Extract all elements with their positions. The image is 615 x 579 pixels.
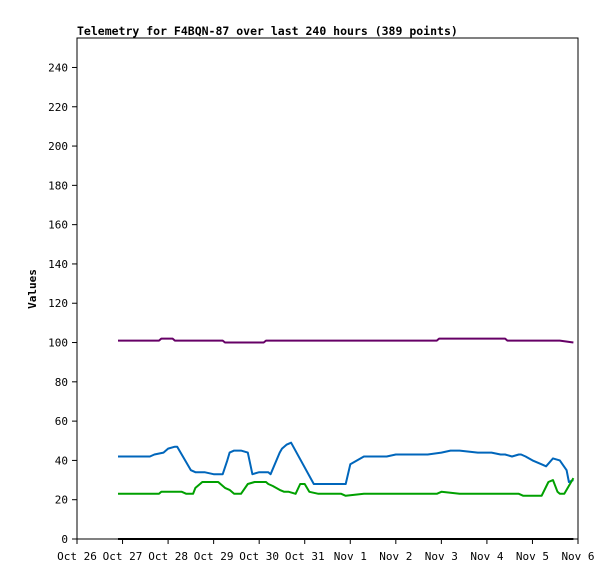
x-tick-label: Oct 27 bbox=[103, 550, 143, 563]
series-group bbox=[118, 337, 575, 540]
x-tick-label: Oct 31 bbox=[285, 550, 325, 563]
y-tick-label: 160 bbox=[48, 219, 68, 232]
chart-title: Telemetry for F4BQN-87 over last 240 hou… bbox=[77, 24, 458, 38]
x-tick-label: Nov 2 bbox=[379, 550, 412, 563]
y-tick-label: 60 bbox=[55, 415, 68, 428]
y-tick-label: 180 bbox=[48, 179, 68, 192]
y-tick-label: 220 bbox=[48, 101, 68, 114]
x-tick-label: Nov 6 bbox=[561, 550, 594, 563]
y-axis-label: Values bbox=[26, 269, 39, 309]
y-tick-label: 120 bbox=[48, 297, 68, 310]
x-tick-label: Nov 4 bbox=[470, 550, 503, 563]
x-tick-label: Oct 30 bbox=[239, 550, 279, 563]
series-line bbox=[118, 441, 574, 485]
series-line bbox=[118, 477, 575, 497]
y-tick-label: 240 bbox=[48, 61, 68, 74]
y-tick-label: 80 bbox=[55, 376, 68, 389]
x-tick-label: Nov 1 bbox=[334, 550, 367, 563]
x-tick-label: Nov 5 bbox=[516, 550, 549, 563]
x-axis: Oct 26 Oct 27 Oct 28 Oct 29 Oct 30 Oct 31 Nov … bbox=[57, 539, 595, 563]
y-tick-label: 40 bbox=[55, 454, 68, 467]
x-tick-label: Oct 26 bbox=[57, 550, 97, 563]
x-tick-label: Oct 29 bbox=[194, 550, 234, 563]
x-tick-label: Nov 3 bbox=[425, 550, 458, 563]
y-tick-label: 100 bbox=[48, 337, 68, 350]
y-axis: 0 20 40 60 80 100 120 140 160 180 200 220 240 bbox=[48, 61, 77, 546]
x-tick-label: Oct 28 bbox=[148, 550, 188, 563]
plot-area bbox=[76, 37, 579, 540]
series-line bbox=[118, 337, 574, 344]
y-tick-label: 0 bbox=[61, 533, 68, 546]
y-tick-label: 200 bbox=[48, 140, 68, 153]
y-tick-label: 20 bbox=[55, 494, 68, 507]
y-tick-label: 140 bbox=[48, 258, 68, 271]
